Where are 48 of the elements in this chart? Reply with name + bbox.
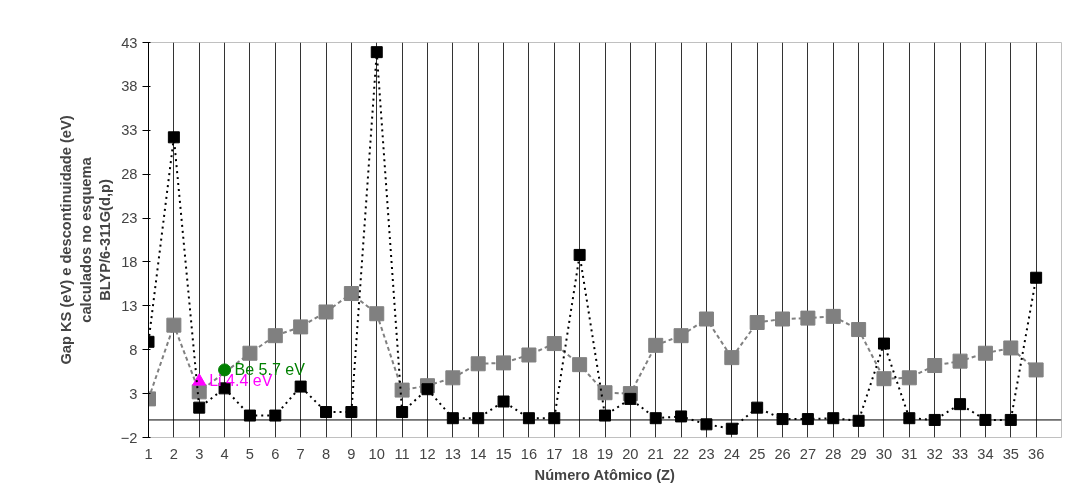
x-tick-label: 13 <box>444 445 461 462</box>
x-tick-label: 34 <box>977 445 994 462</box>
y-tick-label: 23 <box>121 210 138 227</box>
x-tick-label: 36 <box>1027 445 1045 462</box>
x-tick-label: 1 <box>144 445 153 462</box>
x-tick-label: 32 <box>926 445 943 462</box>
x-tick-label: 10 <box>368 445 385 462</box>
x-tick-label: 14 <box>470 445 487 462</box>
y-axis-title: Gap KS (eV) e descontinuidade (eV) calculados no esquema BLYP/6-311G(d,p) <box>58 115 113 365</box>
y-tick-label: 3 <box>129 385 138 402</box>
x-tick-label: 19 <box>596 445 614 462</box>
y-tick-label: −2 <box>120 429 138 446</box>
x-tick-label: 9 <box>347 445 356 462</box>
x-tick-label: 33 <box>951 445 969 462</box>
y-tick-label: 8 <box>129 341 138 358</box>
x-tick-label: 11 <box>394 445 410 462</box>
x-tick-label: 24 <box>723 445 740 462</box>
y-tick-label: 33 <box>121 122 138 139</box>
x-tick-label: 16 <box>520 445 538 462</box>
x-tick-label: 31 <box>901 445 918 462</box>
y-tick-label: 38 <box>121 78 138 95</box>
y-tick-label: 18 <box>121 253 138 270</box>
x-tick-label: 20 <box>622 445 639 462</box>
x-tick-label: 17 <box>546 445 563 462</box>
x-tick-label: 4 <box>220 445 229 462</box>
x-tick-label: 23 <box>698 445 715 462</box>
x-tick-label: 30 <box>875 445 893 462</box>
x-tick-label: 28 <box>825 445 842 462</box>
x-tick-label: 12 <box>419 445 436 462</box>
x-tick-label: 2 <box>169 445 178 462</box>
x-tick-label: 3 <box>195 445 204 462</box>
y-tick-label: 28 <box>121 166 138 183</box>
x-tick-label: 18 <box>571 445 588 462</box>
x-axis-title: Número Atômico (Z) <box>534 466 675 483</box>
x-tick-label: 6 <box>271 445 280 462</box>
x-tick-label: 22 <box>672 445 690 462</box>
x-tick-label: 25 <box>749 445 766 462</box>
x-tick-label: 35 <box>1002 445 1019 462</box>
x-tick-label: 27 <box>799 445 817 462</box>
x-tick-label: 21 <box>647 445 664 462</box>
x-tick-label: 15 <box>495 445 512 462</box>
x-tick-label: 29 <box>850 445 867 462</box>
x-tick-label: 26 <box>774 445 791 462</box>
x-tick-label: 7 <box>296 445 305 462</box>
y-tick-label: 13 <box>121 297 138 314</box>
x-tick-label: 8 <box>321 445 331 462</box>
x-tick-label: 5 <box>245 445 255 462</box>
y-tick-label: 43 <box>121 34 138 51</box>
